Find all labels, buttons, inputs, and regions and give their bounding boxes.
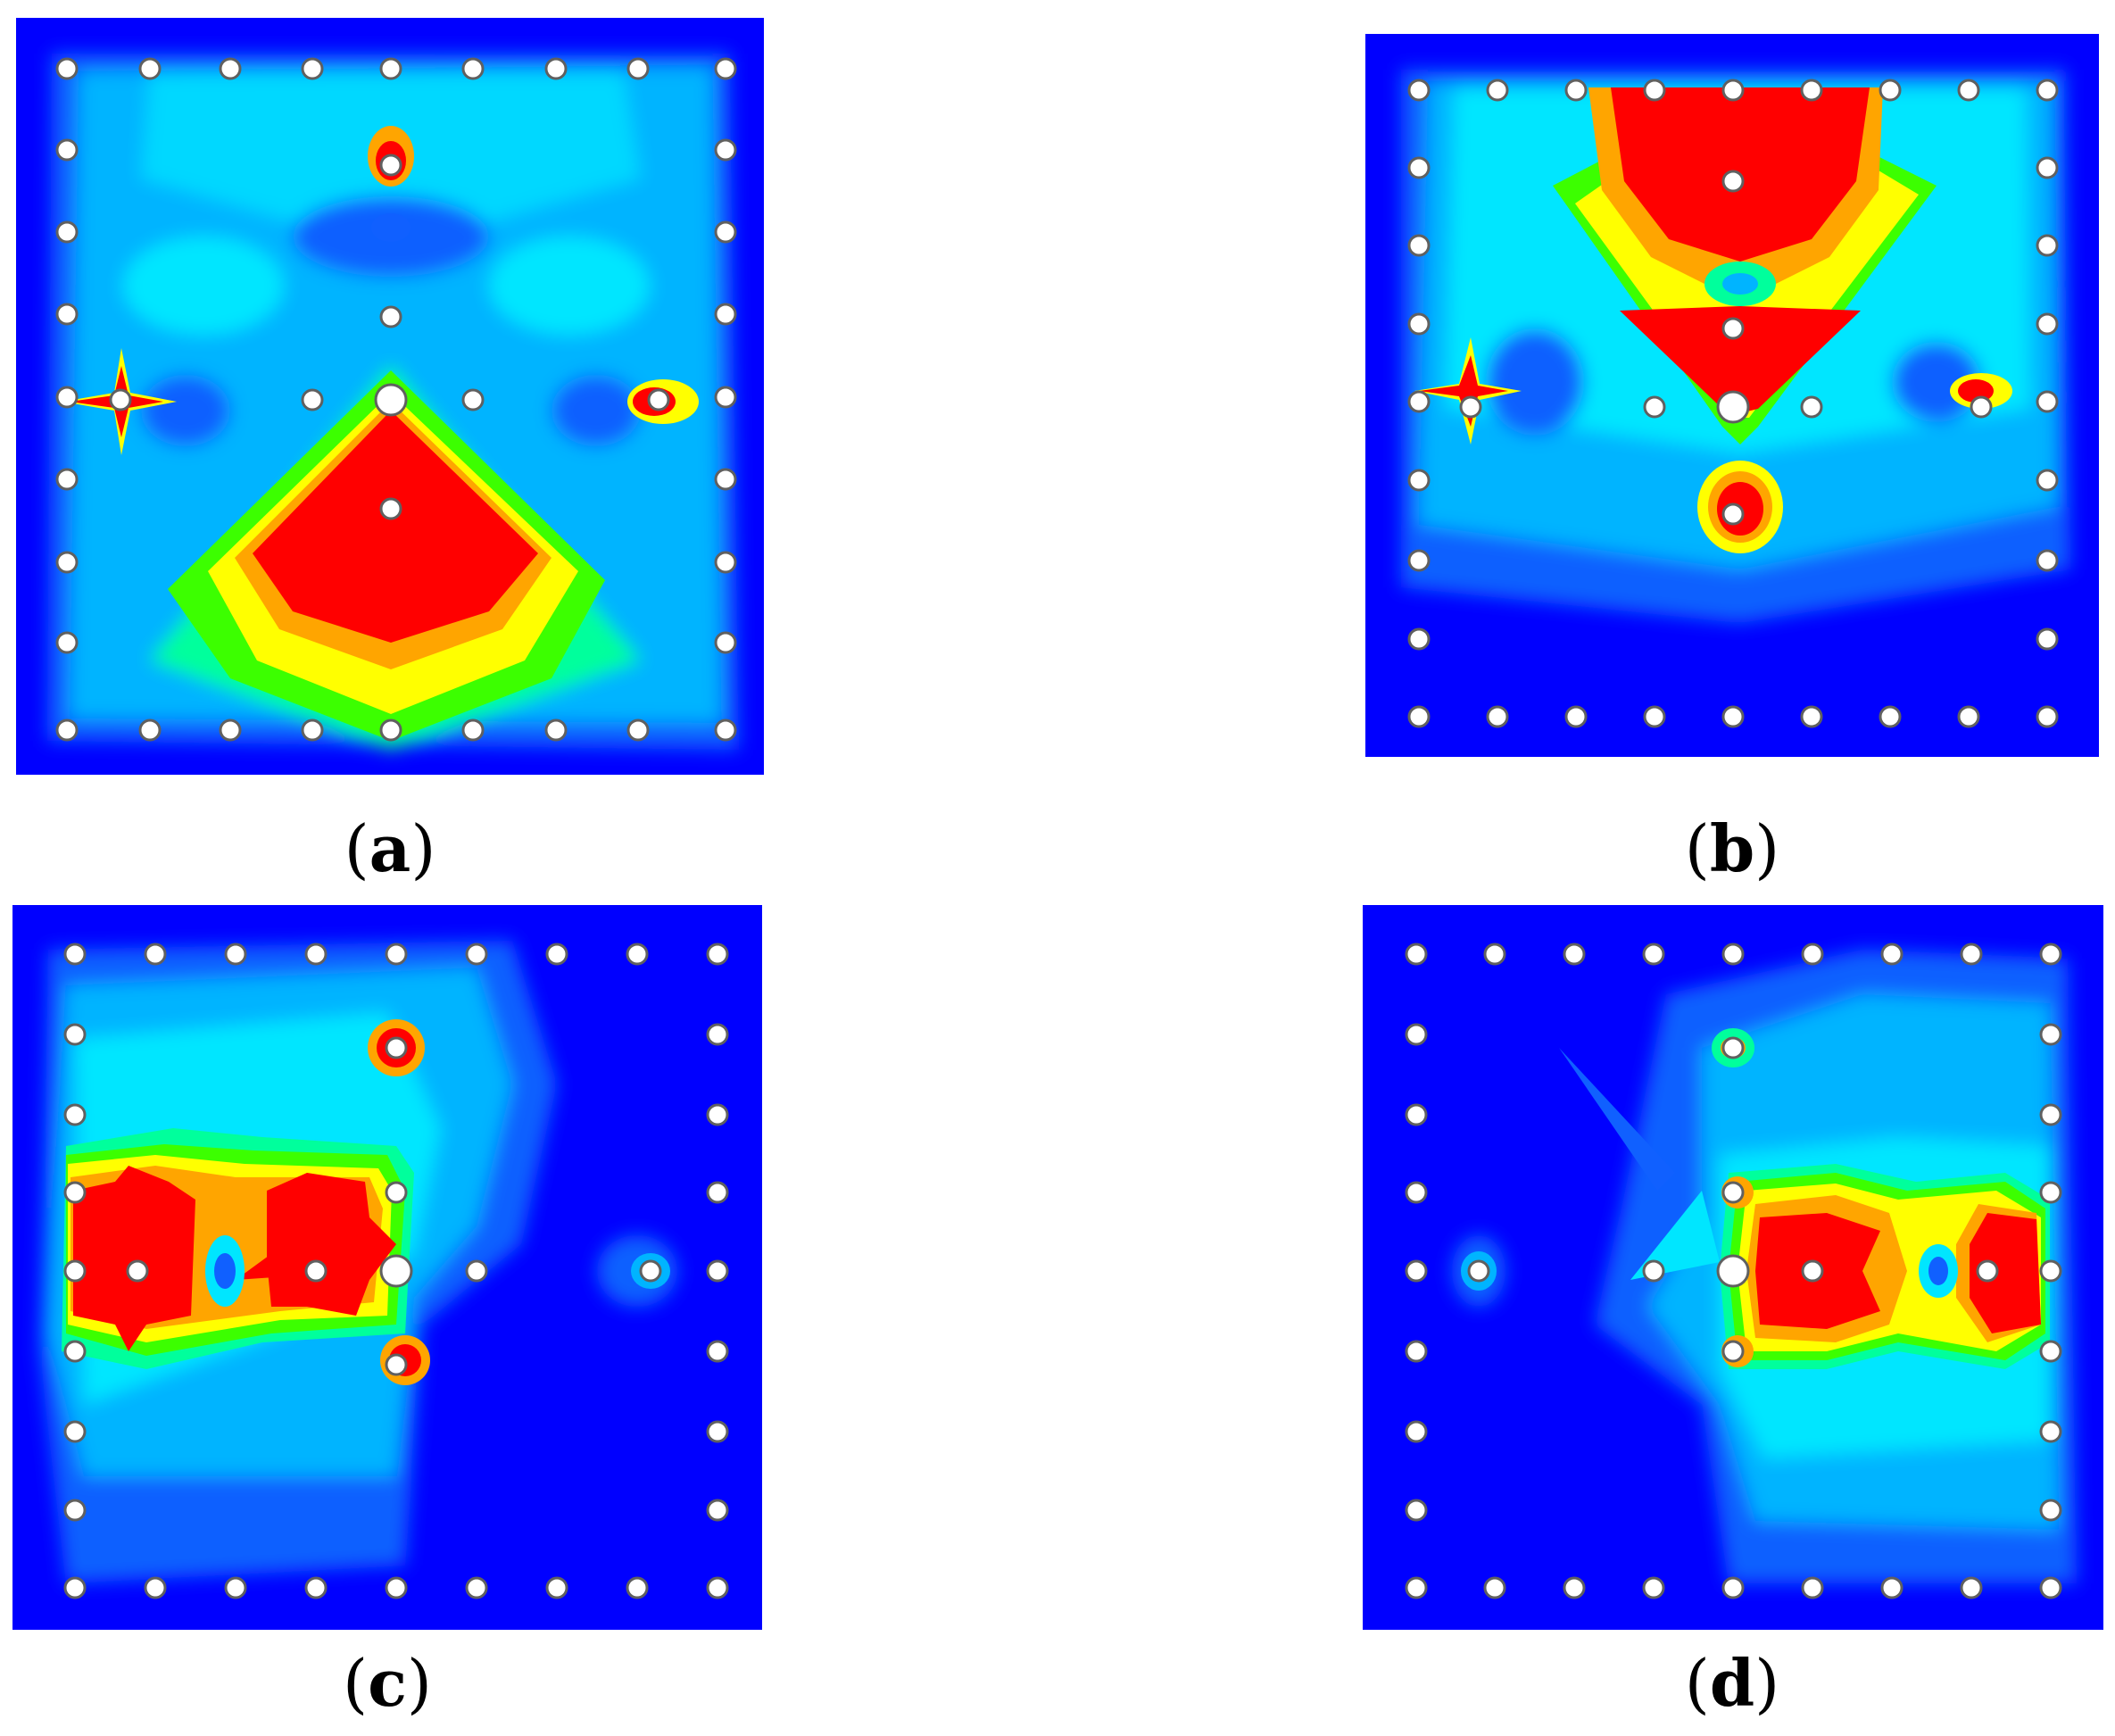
panel-label-d-letter: d bbox=[1709, 1645, 1755, 1721]
panel-label-a: (a) bbox=[344, 810, 436, 886]
contour-panel-c bbox=[12, 905, 762, 1630]
node-grid-d bbox=[1405, 943, 2062, 1599]
panel-label-c: (c) bbox=[342, 1645, 433, 1721]
node-grid-b bbox=[1407, 79, 2059, 728]
node-grid-c bbox=[63, 943, 729, 1599]
contour-panel-d bbox=[1363, 905, 2103, 1630]
node-grid-a bbox=[55, 57, 737, 742]
panel-label-d: (d) bbox=[1684, 1645, 1780, 1721]
contour-panel-b bbox=[1365, 34, 2099, 757]
panel-label-b: (b) bbox=[1684, 810, 1780, 886]
panel-label-b-letter: b bbox=[1709, 810, 1755, 886]
panel-label-a-letter: a bbox=[369, 810, 411, 886]
panel-label-c-letter: c bbox=[368, 1645, 407, 1721]
contour-panel-a bbox=[16, 18, 764, 775]
